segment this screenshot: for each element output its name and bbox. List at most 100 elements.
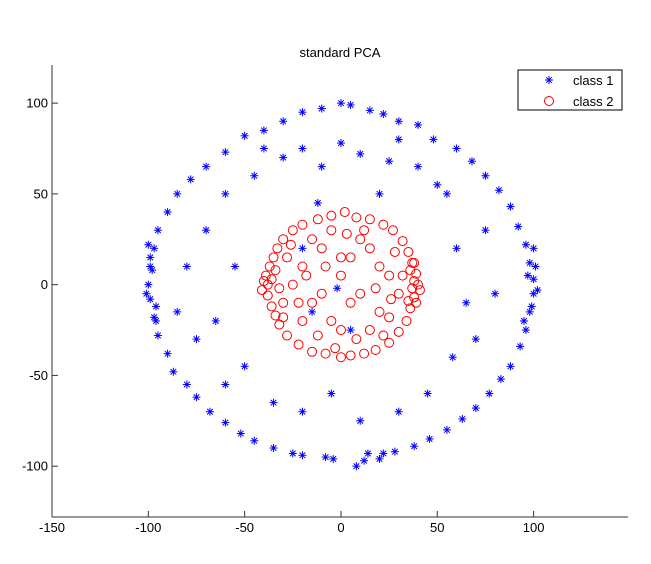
class-1-point <box>525 307 534 316</box>
y-tick-label: 100 <box>26 96 48 111</box>
class-1-point <box>259 126 268 135</box>
class-1-point <box>231 262 240 271</box>
class-1-point <box>279 117 288 126</box>
class-1-point <box>385 157 394 166</box>
legend: class 1 class 2 <box>517 69 623 111</box>
class-1-point <box>356 149 365 158</box>
class-1-point <box>448 353 457 362</box>
class-2-point <box>274 283 285 294</box>
class-2-point <box>355 234 366 245</box>
class-1-point <box>533 286 542 295</box>
class-2-point <box>335 270 346 281</box>
chart-title: standard PCA <box>300 45 381 60</box>
class-2-point <box>351 334 362 345</box>
class-1-point <box>240 362 249 371</box>
class-2-point <box>307 297 318 308</box>
x-tick-label: -50 <box>235 520 254 535</box>
class-1-point <box>516 342 525 351</box>
class-2-point <box>297 219 308 230</box>
class-1-point <box>467 157 476 166</box>
class-1-point <box>485 389 494 398</box>
class-1-point <box>529 244 538 253</box>
class-1-point <box>240 131 249 140</box>
class-2-point <box>307 234 318 245</box>
class-1-point <box>336 99 345 108</box>
class-1-point <box>146 253 155 262</box>
class-2-point <box>316 243 327 254</box>
class-1-point <box>236 429 245 438</box>
class-2-point <box>393 288 404 299</box>
class-1-point <box>442 189 451 198</box>
class-1-point <box>250 171 259 180</box>
class-1-point <box>379 449 388 458</box>
class-1-point <box>496 375 505 384</box>
class-2-point <box>264 261 275 272</box>
class-2-point <box>413 279 424 290</box>
class-1-point <box>365 106 374 115</box>
class-2-point <box>355 288 366 299</box>
class-2-point <box>364 243 375 254</box>
class-2-point <box>301 270 312 281</box>
class-2-point <box>339 207 350 218</box>
class-2-point <box>307 346 318 357</box>
class-1-point <box>173 307 182 316</box>
class-2-point <box>403 295 414 306</box>
class-1-point <box>321 453 330 462</box>
class-1-point <box>152 316 161 325</box>
class-2-point <box>270 265 281 276</box>
class-1-point <box>452 244 461 253</box>
class-1-point <box>279 153 288 162</box>
class-1-point <box>494 186 503 195</box>
class-2-point <box>293 297 304 308</box>
class-1-point <box>192 393 201 402</box>
class-1-point <box>521 326 530 335</box>
class-2-point <box>285 239 296 250</box>
class-2-point <box>386 294 397 305</box>
class-1-point <box>410 442 419 451</box>
class-1-point <box>146 295 155 304</box>
class-1-point <box>352 462 361 471</box>
class-2-point <box>345 297 356 308</box>
class-2-point <box>282 330 293 341</box>
class-1-point <box>481 171 490 180</box>
class-2-point <box>403 246 414 257</box>
axes: -150 -100 -50 0 50 100 -100 -50 0 50 100 <box>22 65 628 535</box>
class-2-point <box>260 270 271 281</box>
class-1-point <box>521 240 530 249</box>
class-1-point <box>317 162 326 171</box>
class-2-point <box>370 344 381 355</box>
class-2-point <box>287 279 298 290</box>
class-2-point <box>378 330 389 341</box>
y-tick-label: -50 <box>29 368 48 383</box>
class-1-point <box>173 189 182 198</box>
class-2-point <box>326 225 337 236</box>
class-1-point <box>152 302 161 311</box>
class-2-point <box>401 315 412 326</box>
class-1-point <box>336 139 345 148</box>
class-2-point <box>278 312 289 323</box>
class-1-point <box>153 331 162 340</box>
class-1-point <box>144 240 153 249</box>
class-2-point <box>330 343 341 354</box>
class-1-point <box>360 456 369 465</box>
class-1-point <box>442 425 451 434</box>
class-2-point <box>278 297 289 308</box>
class-2-point <box>374 261 385 272</box>
class-2-point <box>270 310 281 321</box>
class-2-point <box>384 270 395 281</box>
class-1-point <box>531 262 540 271</box>
class-2-point <box>320 348 331 359</box>
class-1-point <box>186 175 195 184</box>
class-1-point <box>153 226 162 235</box>
class-2-point <box>345 350 356 361</box>
class-1-point <box>202 226 211 235</box>
class-1-point <box>390 447 399 456</box>
class-1-point <box>298 451 307 460</box>
class-1-point <box>429 135 438 144</box>
class-1-point <box>211 316 220 325</box>
legend-label-class-2: class 2 <box>573 94 613 109</box>
legend-asterisk-icon <box>545 76 553 84</box>
x-tick-label: -150 <box>39 520 65 535</box>
class-2-point <box>326 210 337 221</box>
class-2-point <box>268 252 279 263</box>
